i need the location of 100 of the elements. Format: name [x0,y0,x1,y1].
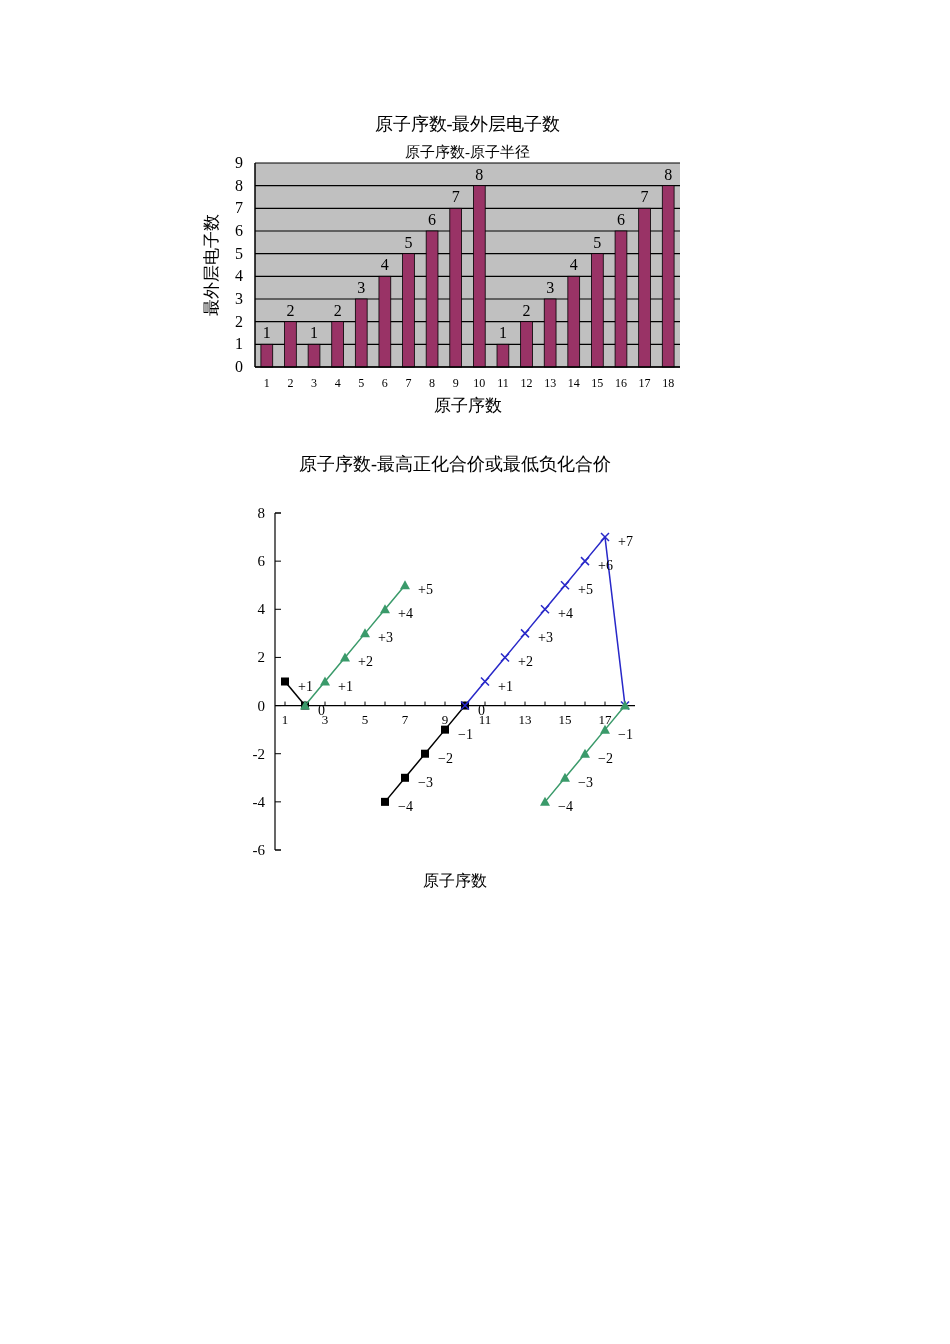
chart-subtitle: 原子序数-原子半径 [405,144,530,160]
data-label: +2 [358,654,373,670]
data-label: +4 [558,606,573,622]
y-tick-label: 3 [235,290,243,307]
y-tick-label: 8 [257,505,265,521]
y-tick-label: 5 [235,244,243,262]
data-label: +5 [418,582,433,598]
point [480,676,490,687]
x-tick-label: 17 [598,711,612,727]
x-tick-label: 17 [638,376,651,390]
x-tick-label: 15 [558,711,572,727]
y-tick-label: 4 [257,601,266,618]
point [400,580,410,590]
data-label: 2 [286,301,295,319]
y-tick-label: -4 [252,793,266,810]
data-label: 8 [475,165,484,183]
x-tick-label: 9 [452,376,459,390]
point [560,580,570,590]
data-label: 7 [640,188,649,206]
y-tick-label: 1 [235,335,243,353]
data-label: +7 [618,534,633,550]
y-tick-label: 0 [235,358,243,375]
y-tick-label: 6 [257,553,266,570]
chart-title: 原子序数-最外层电子数 [374,114,561,134]
point [500,652,510,663]
point [380,604,390,614]
point [580,748,590,758]
data-label: 6 [616,211,625,228]
data-label: 3 [546,279,555,296]
x-tick-label: 13 [544,376,557,390]
data-label: 8 [664,165,673,183]
data-label: +5 [578,582,593,598]
data-label: +1 [298,678,313,694]
data-label: −4 [398,798,413,814]
y-tick-label: -6 [252,842,266,858]
data-label: −3 [578,774,593,790]
x-tick-label: 5 [358,376,365,390]
y-tick-label: 4 [235,267,243,285]
data-label: +1 [498,678,513,694]
point [580,556,590,566]
point [441,725,449,734]
data-label: 1 [310,324,319,342]
x-tick-label: 14 [567,376,580,390]
data-label: 2 [522,301,531,319]
data-label: −2 [438,750,453,766]
y-tick-label: 6 [235,222,243,239]
y-tick-label: 8 [235,176,243,194]
y-tick-label: 2 [235,312,243,330]
data-label: −3 [418,774,433,790]
data-label: −1 [618,726,633,742]
data-label: 3 [357,279,366,296]
data-label: 4 [380,256,389,274]
x-tick-label: 10 [473,376,486,390]
x-tick-label: 1 [281,711,289,727]
point [540,604,550,615]
x-tick-label: 3 [311,376,318,390]
point [401,773,409,782]
point [600,724,610,734]
x-tick-label: 7 [405,376,412,390]
point [560,772,570,782]
y-axis-title: 最外层电子数 [202,214,221,316]
data-label: 4 [569,256,578,274]
point [540,796,550,806]
y-tick-label: 7 [235,199,243,217]
data-label: −2 [598,750,613,766]
y-tick-label: 0 [257,697,265,714]
x-tick-label: 9 [441,711,449,727]
data-label: +3 [538,630,553,646]
data-label: 2 [333,301,342,319]
point [520,628,530,639]
x-axis-title: 原子序数 [423,872,487,889]
x-tick-label: 18 [662,376,675,390]
point [421,749,429,758]
y-tick-label: -2 [252,745,265,762]
x-tick-label: 7 [401,711,409,727]
y-tick-label: 9 [235,154,243,171]
x-tick-label: 15 [591,376,604,390]
x-tick-label: 5 [361,711,369,727]
point [600,532,610,542]
data-label: 1 [498,324,507,342]
point [320,676,330,686]
data-label: +1 [338,678,353,694]
data-label: −4 [558,798,573,814]
point [281,677,289,686]
data-label: 7 [451,188,460,206]
x-tick-label: 8 [429,376,436,390]
data-label: 6 [428,211,437,228]
x-tick-label: 16 [614,376,627,390]
data-label: +4 [398,606,413,622]
point [381,797,389,806]
point [360,628,370,638]
x-tick-label: 2 [287,376,294,390]
chart-title: 原子序数-最高正化合价或最低负化合价 [299,454,611,474]
x-tick-label: 4 [334,376,341,390]
x-tick-label: 6 [381,376,388,390]
data-label: −1 [458,726,473,742]
data-label: +2 [518,654,533,670]
y-tick-label: 2 [257,649,265,666]
data-label: 5 [404,233,413,251]
x-tick-label: 11 [497,376,509,390]
